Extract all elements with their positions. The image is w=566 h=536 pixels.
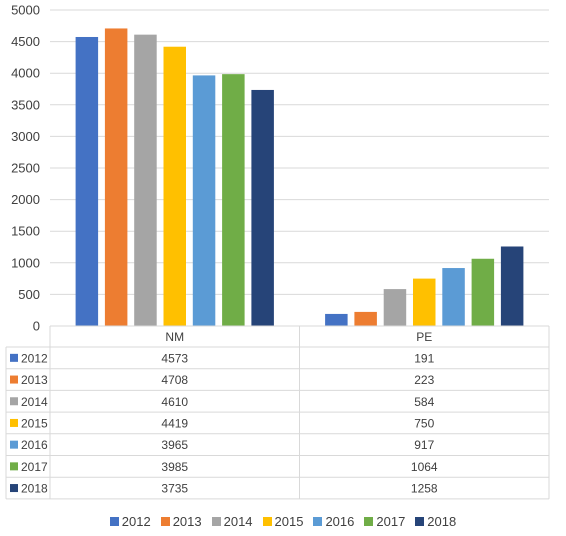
legend-swatch — [109, 516, 119, 526]
legend-item: 2018 — [415, 514, 456, 529]
data-value: 750 — [414, 416, 434, 430]
y-tick-label: 3500 — [11, 97, 40, 112]
series-label: 2013 — [21, 373, 48, 387]
legend-swatch — [160, 516, 170, 526]
data-value: 4708 — [161, 373, 188, 387]
table-legend-key — [10, 397, 18, 406]
legend-swatch — [262, 516, 272, 526]
legend-label: 2015 — [274, 513, 304, 529]
data-value: 191 — [414, 351, 434, 365]
table-legend-key — [10, 353, 18, 362]
legend-swatch — [364, 516, 374, 526]
data-value: 4610 — [161, 395, 188, 409]
bar-pe-2014 — [383, 289, 407, 326]
chart-svg: 0 500 1000 1500 2000 2500 3000 3500 4000 4500 5000… — [5, 3, 550, 500]
table-legend-key — [10, 418, 18, 427]
series-label: 2016 — [21, 438, 48, 452]
table-legend-key — [10, 440, 18, 449]
legend-item: 2012 — [109, 513, 151, 529]
bar-nm-2015 — [163, 46, 186, 326]
legend-item: 2013 — [160, 513, 202, 529]
bar-pe-2012 — [325, 313, 348, 326]
data-value: 3985 — [161, 460, 188, 474]
data-value: 584 — [414, 395, 434, 409]
y-tick-label: 4500 — [11, 34, 40, 49]
legend-label: 2012 — [121, 513, 151, 529]
category-label: PE — [416, 330, 432, 344]
y-tick-label: 2000 — [11, 192, 40, 207]
data-value: 3965 — [161, 438, 188, 452]
bar-nm-2012 — [75, 36, 99, 327]
data-value: 4573 — [161, 351, 188, 365]
bar-pe-2015 — [413, 278, 436, 326]
legend-swatch — [415, 516, 425, 526]
legend: 2012 2013 2014 2015 2016 2017 2018 — [0, 510, 566, 532]
y-tick-label: 500 — [18, 287, 40, 302]
table-legend-key — [10, 484, 18, 493]
data-value: 4419 — [161, 416, 188, 430]
series-label: 2015 — [21, 416, 48, 430]
legend-item: 2014 — [211, 513, 253, 529]
series-label: 2012 — [21, 351, 48, 365]
bar-pe-2018 — [500, 246, 524, 326]
legend-label: 2017 — [376, 513, 406, 529]
bar-nm-2014 — [134, 34, 157, 326]
bar-pe-2016 — [442, 268, 465, 326]
data-value: 3735 — [161, 482, 188, 496]
category-label: NM — [165, 330, 184, 344]
bar-nm-2018 — [251, 89, 274, 326]
y-tick-label: 5000 — [11, 3, 40, 18]
data-value: 1258 — [411, 482, 438, 496]
legend-item: 2017 — [364, 514, 405, 529]
legend-swatch — [211, 516, 221, 526]
data-value: 917 — [414, 438, 434, 452]
legend-label: 2016 — [325, 513, 355, 529]
data-value: 1064 — [411, 460, 438, 474]
table-legend-key — [10, 462, 18, 471]
bar-nm-2013 — [104, 28, 128, 326]
y-tick-label: 1000 — [11, 255, 40, 270]
series-label: 2017 — [21, 460, 48, 474]
y-tick-label: 4000 — [11, 66, 40, 81]
series-label: 2018 — [21, 482, 48, 496]
data-value: 223 — [414, 373, 434, 387]
y-tick-label: 2500 — [11, 161, 40, 176]
legend-swatch — [313, 516, 323, 526]
bar-nm-2016 — [192, 75, 216, 326]
legend-label: 2014 — [223, 513, 253, 529]
bar-pe-2017 — [471, 258, 495, 326]
series-label: 2014 — [21, 395, 48, 409]
legend-label: 2018 — [427, 513, 457, 529]
legend-item: 2015 — [262, 513, 304, 529]
y-tick-label: 3000 — [11, 129, 40, 144]
legend-label: 2013 — [172, 513, 202, 529]
table-legend-key — [10, 375, 18, 384]
bar-pe-2013 — [354, 311, 377, 326]
bar-nm-2017 — [222, 74, 245, 326]
legend-item: 2016 — [313, 514, 354, 529]
y-tick-label: 0 — [33, 319, 40, 334]
y-tick-label: 1500 — [11, 224, 40, 239]
